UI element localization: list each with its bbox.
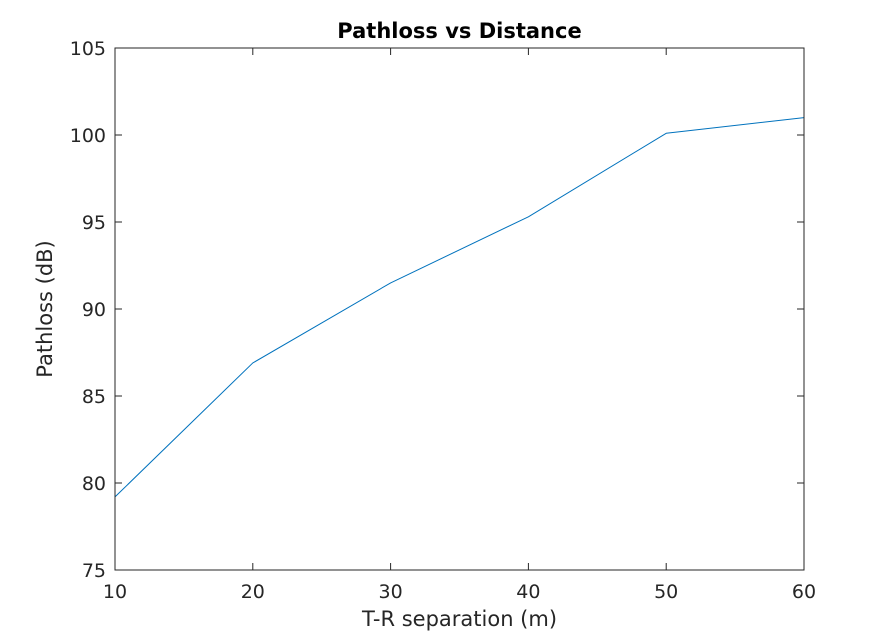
y-tick-label: 100 [70,125,106,147]
series-line [114,117,805,498]
x-tick-label: 10 [103,581,127,603]
chart-title: Pathloss vs Distance [337,19,581,43]
x-tick-label: 50 [654,581,678,603]
x-tick-label: 30 [379,581,403,603]
y-tick-label: 95 [82,212,106,234]
x-tick-label: 40 [516,581,540,603]
y-tick-label: 85 [82,386,106,408]
y-tick-label: 75 [82,560,106,582]
series-layer [114,117,805,498]
tick-labels: 10 20 30 40 50 60 75 80 85 90 95 100 105 [70,38,816,603]
y-axis-label: Pathloss (dB) [33,240,57,378]
y-tick-label: 80 [82,473,106,495]
y-tick-label: 105 [70,38,106,60]
x-tick-label: 20 [241,581,265,603]
x-tick-label: 60 [792,581,816,603]
x-axis-label: T-R separation (m) [361,607,557,631]
plot-area [115,48,804,570]
y-tick-label: 90 [82,299,106,321]
axes-box [114,47,805,571]
